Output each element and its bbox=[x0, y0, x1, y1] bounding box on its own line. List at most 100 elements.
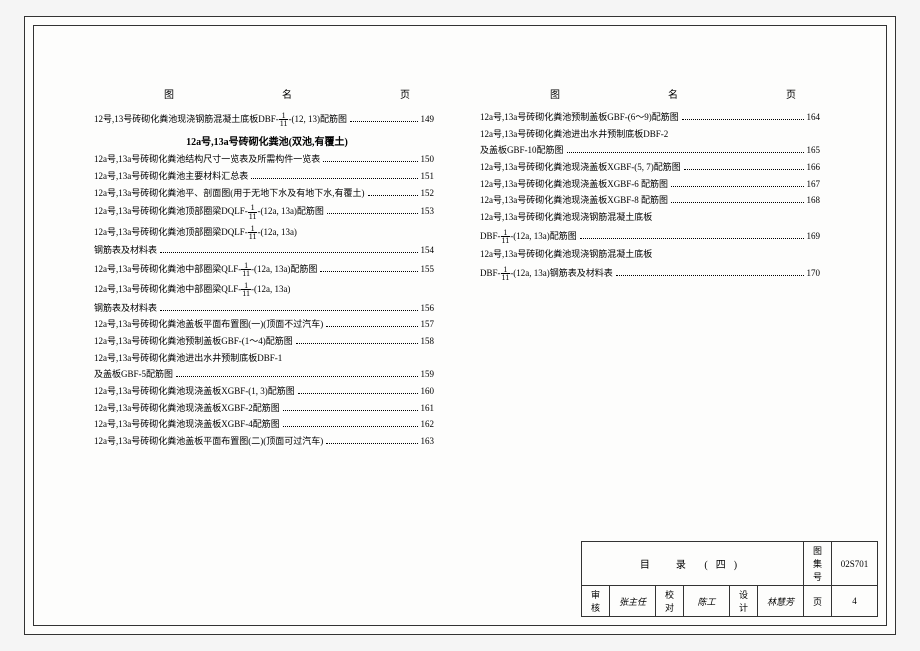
leader-dots bbox=[327, 213, 418, 214]
title-block: 目 录 (四) 图集号 02S701 审核 张主任 校对 陈工 设计 林慧芳 页… bbox=[581, 541, 878, 617]
toc-text: 及盖板GBF-10配筋图 bbox=[480, 145, 564, 157]
page-frame: 图 名 页 12号,13号砖砌化粪池现浇钢筋混凝土底板DBF-111-(12, … bbox=[24, 16, 896, 635]
toc-row: 钢筋表及材料表156 bbox=[94, 303, 440, 315]
fraction: 111 bbox=[501, 266, 511, 281]
toc-row: 及盖板GBF-5配筋图 159 bbox=[94, 369, 440, 381]
section-title: 12a号,13a号砖砌化粪池(双池,有覆土) bbox=[94, 133, 440, 148]
toc-row: 12a号,13a号砖砌化粪池平、剖面图(用于无地下水及有地下水,有覆土)152 bbox=[94, 188, 440, 200]
leader-dots bbox=[350, 121, 418, 122]
toc-page: 155 bbox=[421, 264, 441, 276]
column-header: 图 名 页 bbox=[94, 86, 440, 107]
toc-text: 及盖板GBF-5配筋图 bbox=[94, 369, 173, 381]
inner-frame: 图 名 页 12号,13号砖砌化粪池现浇钢筋混凝土底板DBF-111-(12, … bbox=[33, 25, 887, 626]
leader-dots bbox=[368, 195, 418, 196]
toc-row: 钢筋表及材料表 154 bbox=[94, 245, 440, 257]
toc-row: DBF-111-(12a, 13a)钢筋表及材料表 170 bbox=[480, 266, 826, 281]
toc-text-tail: -(12a, 13a)钢筋表及材料表 bbox=[510, 268, 612, 278]
toc-row: 12a号,13a号砖砌化粪池结构尺寸一览表及所需构件一览表150 bbox=[94, 154, 440, 166]
toc-row: 12a号,13a号砖砌化粪池盖板平面布置图(二)(顶面可过汽车) 163 bbox=[94, 436, 440, 448]
toc-row: 12a号,13a号砖砌化粪池预制盖板GBF-(1～4)配筋图 158 bbox=[94, 336, 440, 348]
leader-dots bbox=[567, 152, 804, 153]
toc-row: 12a号,13a号砖砌化粪池现浇盖板XGBF-6 配筋图167 bbox=[480, 179, 826, 191]
toc-page: 162 bbox=[421, 419, 441, 431]
toc-text: 12a号,13a号砖砌化粪池平、剖面图(用于无地下水及有地下水,有覆土) bbox=[94, 188, 365, 200]
toc-page: 170 bbox=[807, 268, 827, 280]
toc-text: 12a号,13a号砖砌化粪池进出水井预制底板DBF-2 bbox=[480, 129, 668, 141]
toc-row: 12a号,13a号砖砌化粪池进出水井预制底板DBF-2 bbox=[480, 129, 826, 141]
right-column: 图 名 页 12a号,13a号砖砌化粪池预制盖板GBF-(6～9)配筋图1641… bbox=[480, 86, 826, 453]
toc-row: 12a号,13a号砖砌化粪池顶部圈梁DQLF-111-(12a, 13a) bbox=[94, 225, 440, 240]
toc-page: 169 bbox=[807, 231, 827, 243]
toc-text-tail: -(12a, 13a) bbox=[257, 227, 296, 237]
toc-text: 12a号,13a号砖砌化粪池预制盖板GBF-(6～9)配筋图 bbox=[480, 112, 679, 124]
leader-dots bbox=[176, 376, 417, 377]
leader-dots bbox=[326, 443, 417, 444]
toc-text: 钢筋表及材料表 bbox=[94, 245, 157, 257]
leader-dots bbox=[682, 119, 804, 120]
tb-v2: 陈工 bbox=[684, 586, 730, 617]
tb-v3: 林慧芳 bbox=[758, 586, 804, 617]
leader-dots bbox=[671, 186, 804, 187]
toc-row: 12a号,13a号砖砌化粪池现浇盖板XGBF-2配筋图161 bbox=[94, 403, 440, 415]
toc-page: 156 bbox=[421, 303, 441, 315]
tb-page-label: 页 bbox=[804, 586, 832, 617]
toc-page: 149 bbox=[421, 114, 441, 126]
toc-page: 158 bbox=[421, 336, 441, 348]
column-header: 图 名 页 bbox=[480, 86, 826, 107]
toc-text: 12a号,13a号砖砌化粪池主要材料汇总表 bbox=[94, 171, 248, 183]
tb-row-2: 审核 张主任 校对 陈工 设计 林慧芳 页 4 bbox=[582, 586, 878, 617]
toc-row: 12a号,13a号砖砌化粪池预制盖板GBF-(6～9)配筋图164 bbox=[480, 112, 826, 124]
toc-page: 157 bbox=[421, 319, 441, 331]
toc-page: 163 bbox=[421, 436, 441, 448]
leader-dots bbox=[283, 426, 418, 427]
toc-page: 160 bbox=[421, 386, 441, 398]
toc-text: 12a号,13a号砖砌化粪池中部圈梁QLF-111-(12a, 13a) bbox=[94, 282, 290, 297]
toc-text: 12a号,13a号砖砌化粪池现浇钢筋混凝土底板 bbox=[480, 212, 652, 224]
toc-row: 12a号,13a号砖砌化粪池现浇盖板XGBF-8 配筋图168 bbox=[480, 195, 826, 207]
toc-row: 12a号,13a号砖砌化粪池顶部圈梁DQLF-111-(12a, 13a)配筋图… bbox=[94, 204, 440, 219]
toc-text: DBF-111-(12a, 13a)钢筋表及材料表 bbox=[480, 266, 613, 281]
toc-text: 12a号,13a号砖砌化粪池进出水井预制底板DBF-1 bbox=[94, 353, 282, 365]
toc-text: 12a号,13a号砖砌化粪池中部圈梁QLF-111-(12a, 13a)配筋图 bbox=[94, 262, 317, 277]
toc-page: 154 bbox=[421, 245, 441, 257]
toc-text: 12a号,13a号砖砌化粪池顶部圈梁DQLF-111-(12a, 13a)配筋图 bbox=[94, 204, 324, 219]
toc-page: 168 bbox=[807, 195, 827, 207]
toc-page: 159 bbox=[421, 369, 441, 381]
fraction: 111 bbox=[248, 204, 258, 219]
toc-content: 图 名 页 12号,13号砖砌化粪池现浇钢筋混凝土底板DBF-111-(12, … bbox=[94, 86, 826, 453]
toc-text: 12a号,13a号砖砌化粪池预制盖板GBF-(1～4)配筋图 bbox=[94, 336, 293, 348]
tb-title: 目 录 (四) bbox=[582, 542, 804, 586]
tb-page: 4 bbox=[832, 586, 878, 617]
toc-text: 12a号,13a号砖砌化粪池盖板平面布置图(二)(顶面可过汽车) bbox=[94, 436, 323, 448]
leader-dots bbox=[320, 271, 417, 272]
toc-row: 12a号,13a号砖砌化粪池中部圈梁QLF-111-(12a, 13a)配筋图 1… bbox=[94, 262, 440, 277]
toc-row: DBF-111-(12a, 13a)配筋图 169 bbox=[480, 229, 826, 244]
tb-code: 02S701 bbox=[832, 542, 878, 586]
hdr-ye: 页 bbox=[786, 86, 796, 101]
toc-row: 12a号,13a号砖砌化粪池现浇钢筋混凝土底板 bbox=[480, 249, 826, 261]
toc-text-tail: -(12a, 13a)配筋图 bbox=[251, 264, 317, 274]
toc-row: 12a号,13a号砖砌化粪池现浇盖板XGBF-(5, 7)配筋图166 bbox=[480, 162, 826, 174]
toc-text: 12a号,13a号砖砌化粪池现浇盖板XGBF-(5, 7)配筋图 bbox=[480, 162, 681, 174]
toc-row: 12a号,13a号砖砌化粪池盖板平面布置图(一)(顶面不过汽车)157 bbox=[94, 319, 440, 331]
leader-dots bbox=[326, 326, 417, 327]
leader-dots bbox=[251, 178, 417, 179]
toc-row: 12a号,13a号砖砌化粪池现浇盖板XGBF-4配筋图162 bbox=[94, 419, 440, 431]
leader-dots bbox=[616, 275, 804, 276]
leader-dots bbox=[684, 169, 804, 170]
hdr-ye: 页 bbox=[400, 86, 410, 101]
toc-text: 12a号,13a号砖砌化粪池现浇钢筋混凝土底板 bbox=[480, 249, 652, 261]
leader-dots bbox=[671, 202, 804, 203]
leader-dots bbox=[160, 310, 417, 311]
toc-row: 12号,13号砖砌化粪池现浇钢筋混凝土底板DBF-111-(12, 13)配筋图… bbox=[94, 112, 440, 127]
hdr-ming: 名 bbox=[282, 86, 292, 101]
tb-l1: 审核 bbox=[582, 586, 610, 617]
toc-page: 165 bbox=[807, 145, 827, 157]
toc-text: 12a号,13a号砖砌化粪池结构尺寸一览表及所需构件一览表 bbox=[94, 154, 320, 166]
toc-text: 12a号,13a号砖砌化粪池现浇盖板XGBF-(1, 3)配筋图 bbox=[94, 386, 295, 398]
hdr-tu: 图 bbox=[164, 86, 174, 101]
toc-text-tail: -(12a, 13a)配筋图 bbox=[510, 231, 576, 241]
toc-text: DBF-111-(12a, 13a)配筋图 bbox=[480, 229, 577, 244]
toc-row: 12a号,13a号砖砌化粪池进出水井预制底板DBF-1 bbox=[94, 353, 440, 365]
fraction: 111 bbox=[248, 225, 258, 240]
